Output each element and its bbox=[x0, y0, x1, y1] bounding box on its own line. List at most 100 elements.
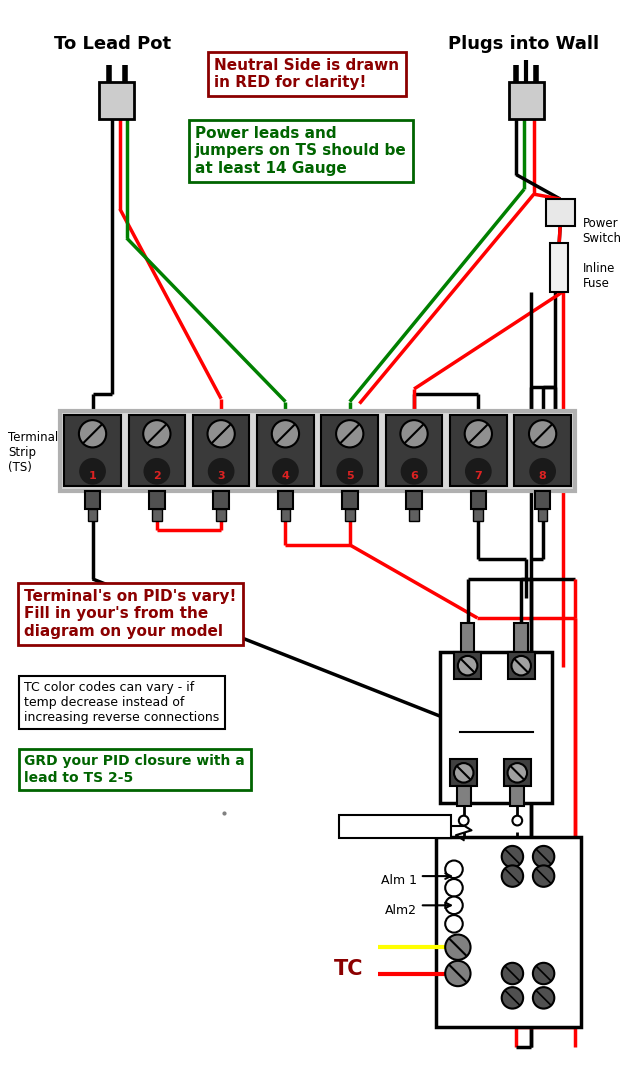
Bar bbox=[461, 623, 475, 652]
Bar bbox=[441, 652, 553, 804]
Text: Signal Lines: Signal Lines bbox=[357, 820, 432, 833]
Text: Alm 1: Alm 1 bbox=[381, 875, 417, 888]
Bar bbox=[385, 416, 442, 486]
Bar bbox=[278, 491, 293, 509]
Circle shape bbox=[273, 459, 298, 484]
Circle shape bbox=[458, 656, 477, 675]
Circle shape bbox=[533, 987, 555, 1009]
Circle shape bbox=[337, 459, 363, 484]
Bar bbox=[193, 416, 249, 486]
Circle shape bbox=[79, 420, 106, 447]
Circle shape bbox=[502, 962, 523, 984]
Text: 6: 6 bbox=[410, 471, 418, 482]
Bar bbox=[504, 759, 531, 786]
Text: ⊗+: ⊗+ bbox=[475, 945, 496, 958]
Text: 5: 5 bbox=[346, 471, 354, 482]
Text: 7: 7 bbox=[475, 471, 482, 482]
Bar bbox=[149, 491, 165, 509]
Text: ⊗-: ⊗- bbox=[475, 971, 491, 984]
Circle shape bbox=[502, 846, 523, 867]
Text: To Lead Pot: To Lead Pot bbox=[54, 36, 171, 53]
Text: -: - bbox=[508, 889, 513, 903]
Text: Power
Switch: Power Switch bbox=[582, 217, 622, 244]
Circle shape bbox=[445, 861, 463, 878]
Circle shape bbox=[445, 896, 463, 914]
Text: TC: TC bbox=[334, 959, 363, 978]
Bar bbox=[406, 491, 422, 509]
Circle shape bbox=[454, 764, 473, 783]
Bar bbox=[65, 416, 121, 486]
Text: 4: 4 bbox=[282, 471, 289, 482]
Bar bbox=[339, 814, 451, 838]
Bar bbox=[515, 623, 528, 652]
Bar bbox=[508, 82, 544, 119]
Text: A1 +: A1 + bbox=[502, 742, 533, 755]
Circle shape bbox=[272, 420, 299, 447]
Bar bbox=[436, 837, 580, 1027]
Bar bbox=[457, 786, 470, 806]
Bar bbox=[409, 509, 419, 521]
Circle shape bbox=[508, 764, 527, 783]
Bar bbox=[280, 509, 291, 521]
Circle shape bbox=[208, 459, 234, 484]
Circle shape bbox=[502, 865, 523, 887]
Bar bbox=[470, 491, 486, 509]
Bar bbox=[128, 416, 185, 486]
Text: SSR: SSR bbox=[475, 715, 517, 734]
Bar bbox=[515, 416, 571, 486]
Circle shape bbox=[502, 987, 523, 1009]
Bar bbox=[345, 509, 354, 521]
Text: TC color codes can vary - if
temp decrease instead of
increasing reverse connect: TC color codes can vary - if temp decrea… bbox=[24, 681, 220, 725]
Circle shape bbox=[533, 865, 555, 887]
Circle shape bbox=[143, 420, 170, 447]
Circle shape bbox=[459, 815, 468, 825]
Bar bbox=[257, 416, 314, 486]
Bar bbox=[450, 416, 506, 486]
Circle shape bbox=[401, 459, 427, 484]
Text: +: + bbox=[540, 889, 551, 903]
Bar bbox=[99, 82, 134, 119]
Circle shape bbox=[533, 846, 555, 867]
Bar bbox=[535, 491, 551, 509]
Circle shape bbox=[445, 961, 470, 986]
Text: 3: 3 bbox=[217, 471, 225, 482]
Bar bbox=[508, 652, 535, 679]
Text: Neutral Side is drawn
in RED for clarity!: Neutral Side is drawn in RED for clarity… bbox=[215, 57, 399, 90]
Text: 1: 1 bbox=[89, 471, 96, 482]
Text: T1: T1 bbox=[460, 684, 475, 697]
Circle shape bbox=[208, 420, 235, 447]
Bar bbox=[538, 509, 548, 521]
Bar bbox=[551, 243, 568, 292]
Circle shape bbox=[466, 459, 491, 484]
Circle shape bbox=[144, 459, 170, 484]
Circle shape bbox=[80, 459, 105, 484]
Text: Alm2: Alm2 bbox=[385, 904, 417, 917]
Bar bbox=[85, 491, 101, 509]
Circle shape bbox=[533, 962, 555, 984]
Bar bbox=[342, 491, 358, 509]
Text: Plugs into Wall: Plugs into Wall bbox=[448, 36, 599, 53]
Text: Terminal's on PID's vary!
Fill in your's from the
diagram on your model: Terminal's on PID's vary! Fill in your's… bbox=[24, 589, 237, 638]
Circle shape bbox=[445, 915, 463, 933]
Circle shape bbox=[401, 420, 428, 447]
Bar bbox=[510, 786, 524, 806]
Circle shape bbox=[513, 815, 522, 825]
Bar bbox=[454, 652, 481, 679]
Circle shape bbox=[445, 879, 463, 896]
Bar bbox=[473, 509, 483, 521]
Text: Power leads and
jumpers on TS should be
at least 14 Gauge: Power leads and jumpers on TS should be … bbox=[195, 126, 406, 176]
Bar bbox=[60, 411, 575, 491]
Circle shape bbox=[530, 459, 555, 484]
Circle shape bbox=[336, 420, 363, 447]
Circle shape bbox=[445, 934, 470, 960]
Bar bbox=[152, 509, 161, 521]
Bar bbox=[216, 509, 226, 521]
Text: A2-: A2- bbox=[453, 742, 474, 755]
Bar bbox=[450, 759, 477, 786]
Text: L1: L1 bbox=[514, 684, 529, 697]
Circle shape bbox=[511, 656, 531, 675]
Text: PID: PID bbox=[508, 915, 538, 930]
Text: 2: 2 bbox=[153, 471, 161, 482]
Text: 8: 8 bbox=[539, 471, 546, 482]
Text: Inline
Fuse: Inline Fuse bbox=[582, 262, 615, 291]
